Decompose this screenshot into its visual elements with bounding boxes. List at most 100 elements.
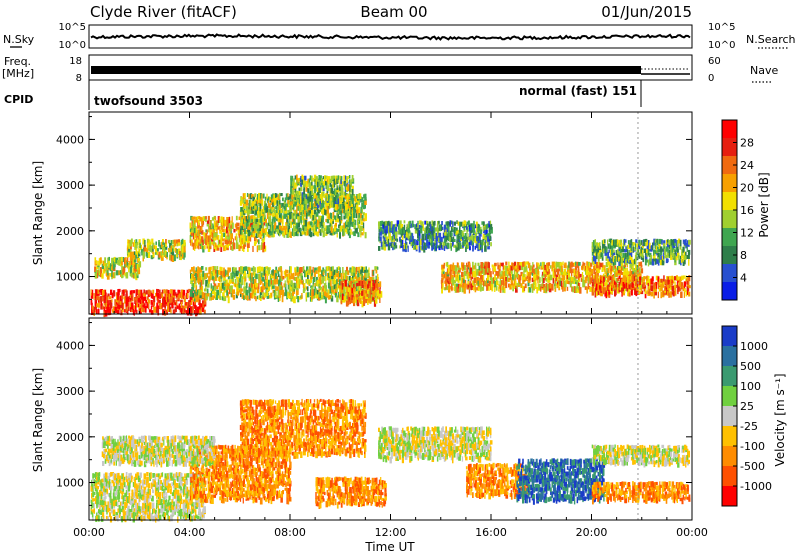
power-echo-cell-10 [683, 259, 686, 265]
power-echo-cell-6 [297, 269, 300, 277]
power-echo-cell-5 [329, 182, 332, 187]
power-echo-cell-9 [562, 286, 564, 292]
power-echo-cell-0 [167, 296, 170, 303]
power-echo-cell-6 [193, 283, 196, 288]
power-echo-cell-4 [276, 212, 279, 219]
power-echo-cell-9 [506, 270, 509, 275]
power-echo-cell-4 [307, 209, 310, 217]
power-echo-cell-1 [100, 272, 102, 278]
power-echo-cell-10 [629, 240, 631, 245]
power-echo-cell-0 [164, 308, 167, 316]
power-echo-cell-9 [574, 286, 576, 293]
power-echo-cell-6 [254, 296, 257, 300]
power-echo-cell-5 [306, 195, 310, 201]
power-echo-cell-6 [333, 269, 337, 275]
power-echo-cell-4 [239, 200, 243, 206]
power-echo-cell-0 [180, 299, 183, 304]
power-echo-cell-6 [209, 266, 212, 274]
power-echo-cell-9 [533, 273, 536, 280]
power-echo-cell-6 [193, 277, 197, 284]
power-echo-cell-1 [133, 258, 137, 263]
power-echo-cell-9 [513, 265, 517, 270]
power-echo-cell-0 [129, 292, 132, 298]
power-echo-cell-6 [223, 292, 225, 298]
power-echo-cell-6 [243, 286, 245, 293]
power-echo-cell-7 [361, 280, 364, 285]
power-echo-cell-6 [266, 289, 269, 297]
power-echo-cell-11 [651, 285, 655, 292]
power-echo-cell-5 [314, 181, 316, 186]
power-echo-cell-9 [582, 261, 584, 269]
power-echo-cell-0 [104, 299, 107, 304]
power-echo-cell-8 [457, 233, 460, 239]
power-echo-cell-2 [136, 251, 139, 258]
power-echo-cell-4 [289, 210, 291, 216]
power-echo-cell-7 [343, 296, 346, 303]
power-echo-cell-4 [356, 209, 359, 214]
power-echo-cell-6 [348, 293, 351, 300]
power-echo-cell-6 [224, 269, 227, 276]
power-echo-cell-7 [356, 283, 359, 287]
power-echo-cell-6 [279, 279, 282, 285]
power-echo-cell-6 [192, 293, 195, 298]
power-echo-cell-6 [336, 295, 339, 303]
power-echo-cell-10 [644, 259, 647, 266]
power-echo-cell-11 [654, 291, 657, 296]
power-echo-cell-9 [536, 264, 539, 269]
power-echo-cell-11 [621, 278, 623, 286]
power-echo-cell-4 [344, 212, 348, 219]
power-echo-cell-3 [213, 231, 216, 238]
power-echo-cell-4 [362, 212, 365, 216]
power-echo-cell-0 [186, 293, 189, 299]
power-echo-cell-7 [365, 299, 368, 304]
power-echo-cell-6 [357, 295, 360, 303]
power-echo-cell-9 [525, 277, 528, 281]
power-echo-cell-0 [182, 306, 184, 314]
power-echo-cell-9 [497, 262, 499, 270]
power-echo-cell-8 [386, 229, 389, 234]
power-echo-cell-9 [615, 271, 618, 278]
power-echo-cell-8 [448, 224, 450, 231]
power-echo-cell-8 [417, 238, 419, 246]
power-echo-cell-6 [313, 289, 316, 296]
power-echo-cell-2 [128, 251, 130, 257]
power-echo-cell-6 [321, 270, 324, 276]
power-echo-cell-4 [328, 225, 330, 232]
power-echo-cell-1 [99, 257, 102, 264]
power-echo-cell-9 [590, 287, 593, 292]
power-echo-cell-9 [586, 286, 588, 294]
power-echo-cell-9 [488, 286, 490, 291]
power-echo-cell-6 [323, 269, 326, 274]
power-echo-cell-4 [334, 222, 337, 227]
power-echo-cell-6 [286, 294, 288, 300]
power-echo-cell-3 [251, 220, 254, 226]
power-echo-cell-5 [326, 176, 329, 180]
power-echo-cell-10 [642, 255, 645, 263]
power-echo-cell-6 [330, 292, 333, 299]
power-echo-cell-4 [311, 222, 313, 228]
power-echo-cell-4 [300, 193, 303, 200]
power-echo-cell-6 [248, 292, 251, 300]
power-echo-cell-3 [206, 235, 209, 243]
power-echo-cell-4 [299, 228, 302, 232]
power-echo-cell-0 [159, 303, 161, 309]
power-echo-cell-6 [282, 275, 285, 280]
power-echo-cell-8 [412, 246, 416, 250]
freq-tick-bottom-left: 8 [76, 73, 82, 84]
power-echo-cell-10 [619, 252, 623, 257]
power-echo-cell-9 [546, 270, 549, 276]
power-echo-cell-5 [301, 178, 304, 185]
power-echo-cell-9 [542, 277, 545, 283]
power-echo-cell-0 [90, 289, 92, 296]
power-echo-cell-9 [558, 267, 560, 272]
power-echo-cell-0 [157, 296, 159, 303]
power-echo-cell-8 [453, 221, 456, 226]
power-echo-cell-11 [668, 282, 671, 289]
power-echo-cell-6 [199, 272, 201, 278]
power-echo-cell-9 [560, 280, 563, 287]
power-echo-cell-4 [287, 215, 290, 220]
power-echo-cell-6 [223, 269, 226, 277]
power-echo-cell-4 [255, 209, 258, 215]
power-echo-cell-0 [109, 309, 112, 315]
power-echo-cell-6 [238, 289, 241, 293]
